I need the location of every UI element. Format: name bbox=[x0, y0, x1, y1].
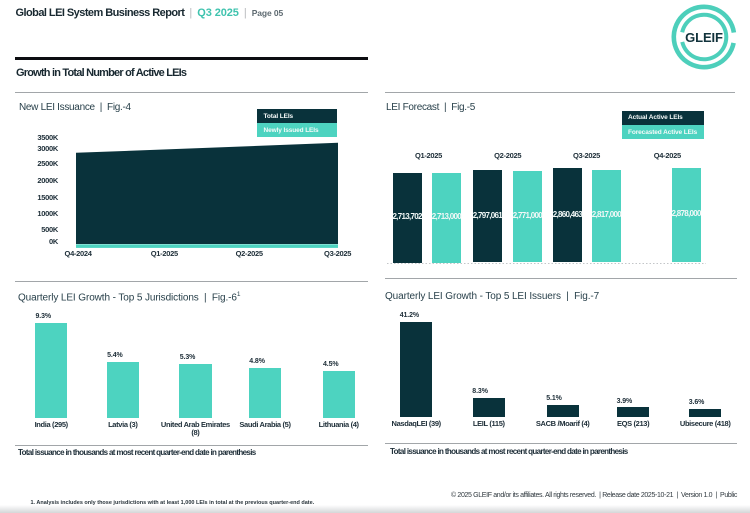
svg-text:GLEIF: GLEIF bbox=[685, 30, 723, 45]
